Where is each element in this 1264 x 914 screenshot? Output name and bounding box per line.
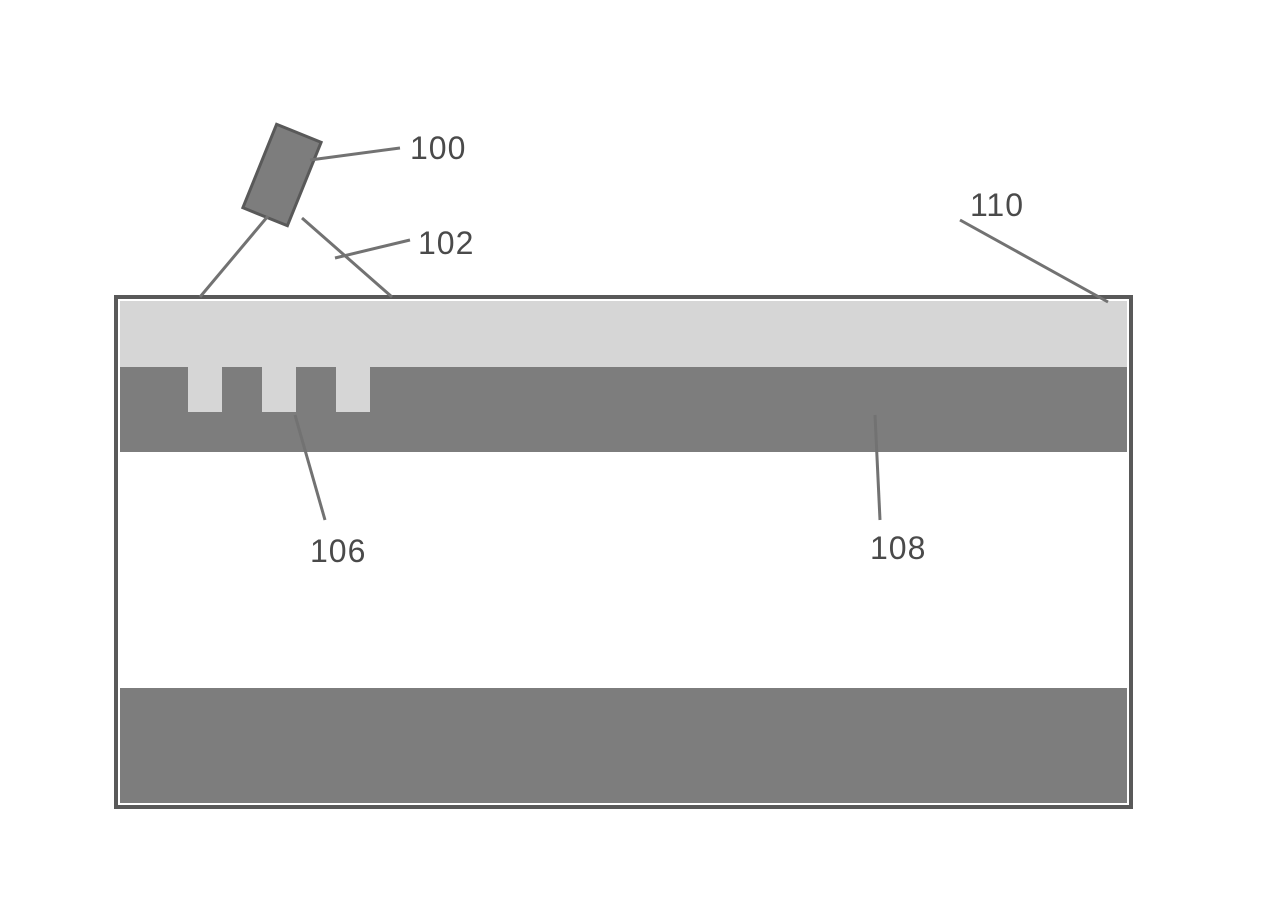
diagram-container: 100 102 106 108 110 <box>0 0 1264 909</box>
source-emitter <box>243 124 321 225</box>
top-coating-layer <box>120 301 1127 367</box>
beam-line-right <box>302 218 392 297</box>
bottom-dark-layer <box>120 688 1127 803</box>
grating-notch-1 <box>188 367 222 412</box>
label-top-surface: 110 <box>970 187 1024 224</box>
grating-notch-2 <box>262 367 296 412</box>
label-layer: 108 <box>870 530 926 567</box>
beam-line-left <box>200 216 268 297</box>
leader-beam <box>335 240 410 258</box>
label-beam: 102 <box>418 225 474 262</box>
label-source: 100 <box>410 130 466 167</box>
leader-source <box>310 148 400 160</box>
grating-notch-3 <box>336 367 370 412</box>
label-grating: 106 <box>310 533 366 570</box>
diagram-svg <box>0 0 1264 909</box>
leader-top-surface <box>960 220 1108 302</box>
